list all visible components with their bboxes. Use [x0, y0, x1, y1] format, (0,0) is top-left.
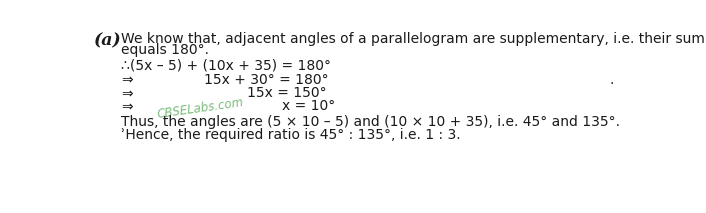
- Text: ∴(5x – 5) + (10x + 35) = 180°: ∴(5x – 5) + (10x + 35) = 180°: [121, 59, 331, 73]
- Text: ⇒: ⇒: [121, 73, 133, 86]
- Text: .: .: [609, 73, 614, 86]
- Text: equals 180°.: equals 180°.: [121, 43, 209, 57]
- Text: ⇒: ⇒: [121, 86, 133, 100]
- Text: CBSELabs.com: CBSELabs.com: [157, 96, 245, 121]
- Text: ʾHence, the required ratio is 45° : 135°, i.e. 1 : 3.: ʾHence, the required ratio is 45° : 135°…: [121, 128, 460, 142]
- Text: 15x + 30° = 180°: 15x + 30° = 180°: [205, 73, 329, 86]
- Text: (a): (a): [94, 33, 121, 49]
- Text: We know that, adjacent angles of a parallelogram are supplementary, i.e. their s: We know that, adjacent angles of a paral…: [121, 33, 705, 46]
- Text: 15x = 150°: 15x = 150°: [247, 86, 327, 100]
- Text: Thus, the angles are (5 × 10 – 5) and (10 × 10 + 35), i.e. 45° and 135°.: Thus, the angles are (5 × 10 – 5) and (1…: [121, 115, 620, 129]
- Text: x = 10°: x = 10°: [282, 99, 335, 114]
- Text: ⇒: ⇒: [121, 99, 133, 114]
